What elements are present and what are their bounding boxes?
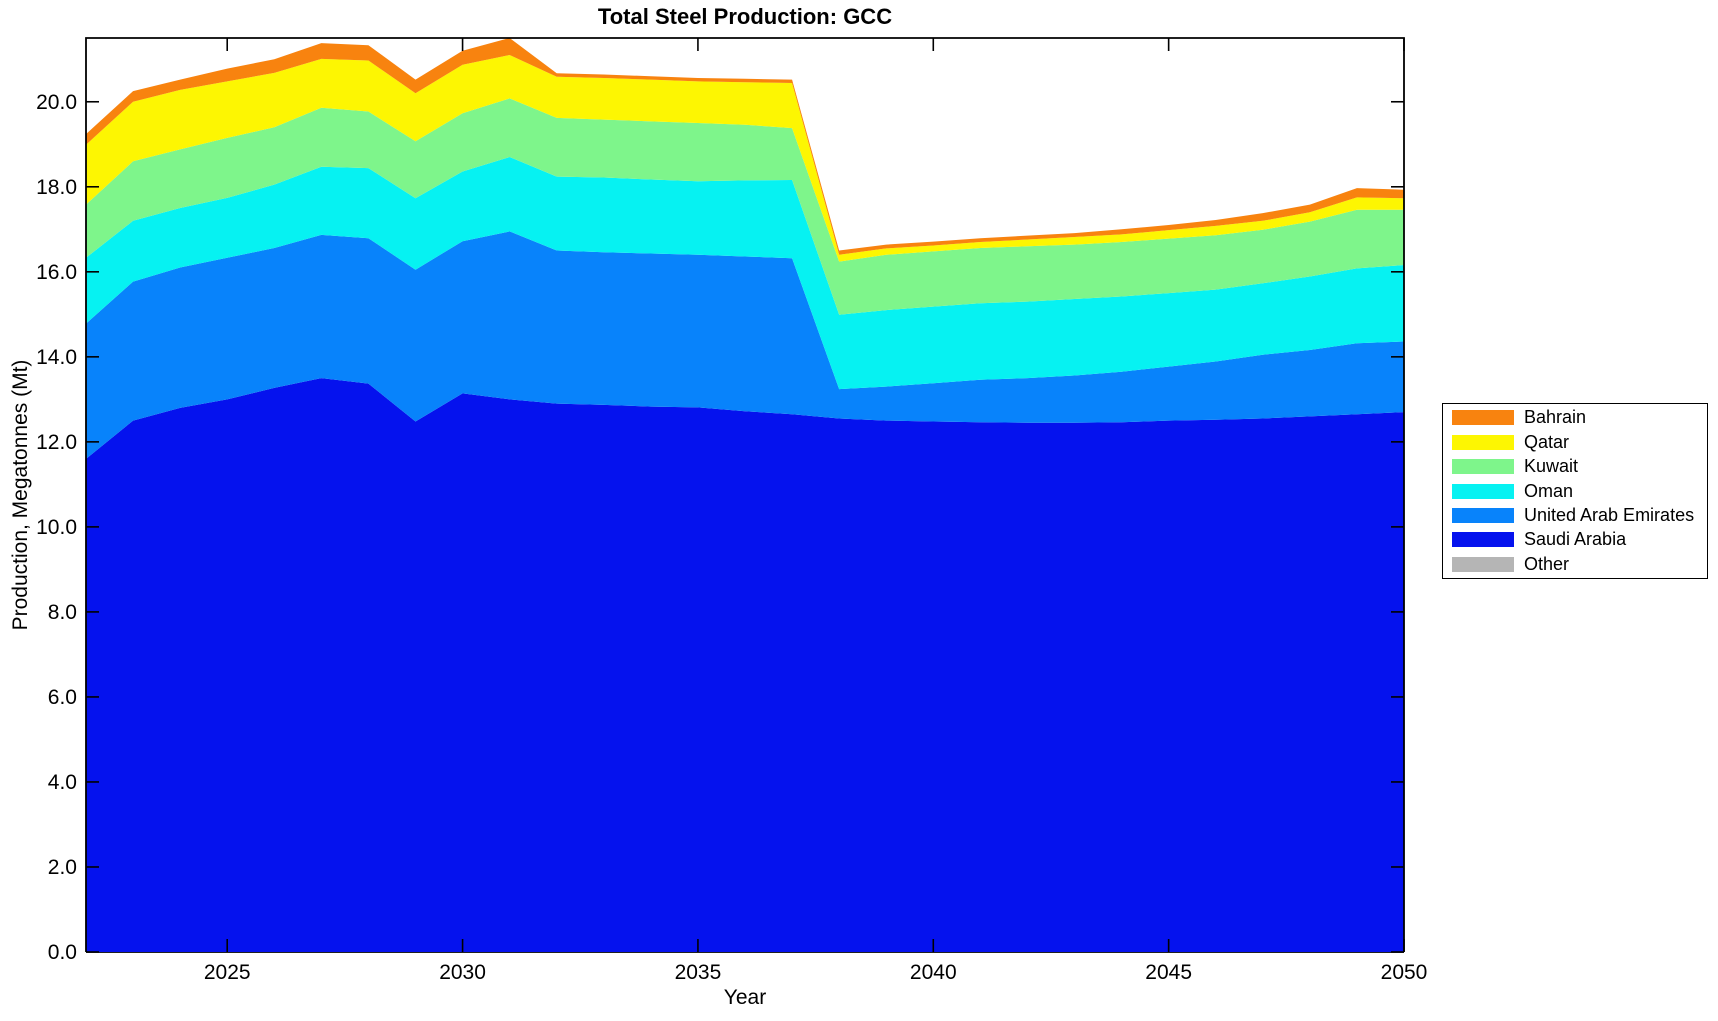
legend-label: Kuwait (1524, 456, 1579, 477)
legend-label: Qatar (1524, 431, 1570, 452)
legend-entry-saudi-arabia: Saudi Arabia (1452, 529, 1707, 550)
legend-entry-other: Other (1452, 554, 1707, 575)
legend-entry-qatar: Qatar (1452, 432, 1707, 453)
legend-label: United Arab Emirates (1524, 504, 1695, 525)
area-kuwait (86, 98, 1404, 315)
legend-entry-oman: Oman (1452, 481, 1707, 502)
legend-entry-united-arab-emirates: United Arab Emirates (1452, 505, 1707, 526)
x-tick-label: 2035 (675, 961, 722, 984)
y-tick-label: 8.0 (48, 601, 77, 624)
legend-label: Bahrain (1524, 407, 1587, 428)
legend-label: Oman (1524, 480, 1574, 501)
legend: Bahrain Qatar Kuwait Oman United Arab Emirat… (1442, 403, 1708, 579)
legend-swatch-united-arab-emirates (1452, 507, 1514, 523)
area-oman (86, 157, 1404, 390)
y-tick-label: 0.0 (48, 941, 77, 964)
x-tick-label: 2045 (1145, 961, 1192, 984)
x-axis-label: Year (723, 986, 767, 1009)
x-tick-label: 2050 (1381, 961, 1428, 984)
area-bahrain (86, 38, 1404, 255)
area-saudi-arabia (86, 378, 1404, 953)
legend-entry-bahrain: Bahrain (1452, 407, 1707, 428)
y-tick-label: 20.0 (36, 91, 77, 114)
y-tick-label: 16.0 (36, 261, 77, 284)
x-tick-label: 2025 (204, 961, 251, 984)
legend-swatch-other (1452, 556, 1514, 572)
y-tick-label: 6.0 (48, 686, 77, 709)
y-tick-label: 2.0 (48, 856, 77, 879)
legend-swatch-qatar (1452, 434, 1514, 450)
y-tick-label: 18.0 (36, 176, 77, 199)
area-qatar (86, 55, 1404, 262)
legend-label: Saudi Arabia (1524, 529, 1627, 550)
y-tick-label: 14.0 (36, 346, 77, 369)
y-axis-label: Production, Megatonnes (Mt) (9, 359, 32, 631)
x-tick-label: 2040 (910, 961, 957, 984)
legend-swatch-oman (1452, 483, 1514, 499)
legend-swatch-saudi-arabia (1452, 532, 1514, 548)
y-tick-label: 10.0 (36, 516, 77, 539)
plot-frame (85, 37, 1405, 952)
legend-label: Other (1524, 553, 1570, 574)
y-tick-label: 4.0 (48, 771, 77, 794)
x-tick-label: 2030 (439, 961, 486, 984)
legend-swatch-kuwait (1452, 459, 1514, 475)
chart-title: Total Steel Production: GCC (597, 4, 893, 29)
y-tick-label: 12.0 (36, 431, 77, 454)
legend-entry-kuwait: Kuwait (1452, 456, 1707, 477)
legend-swatch-bahrain (1452, 410, 1514, 426)
area-united-arab-emirates (86, 231, 1404, 459)
